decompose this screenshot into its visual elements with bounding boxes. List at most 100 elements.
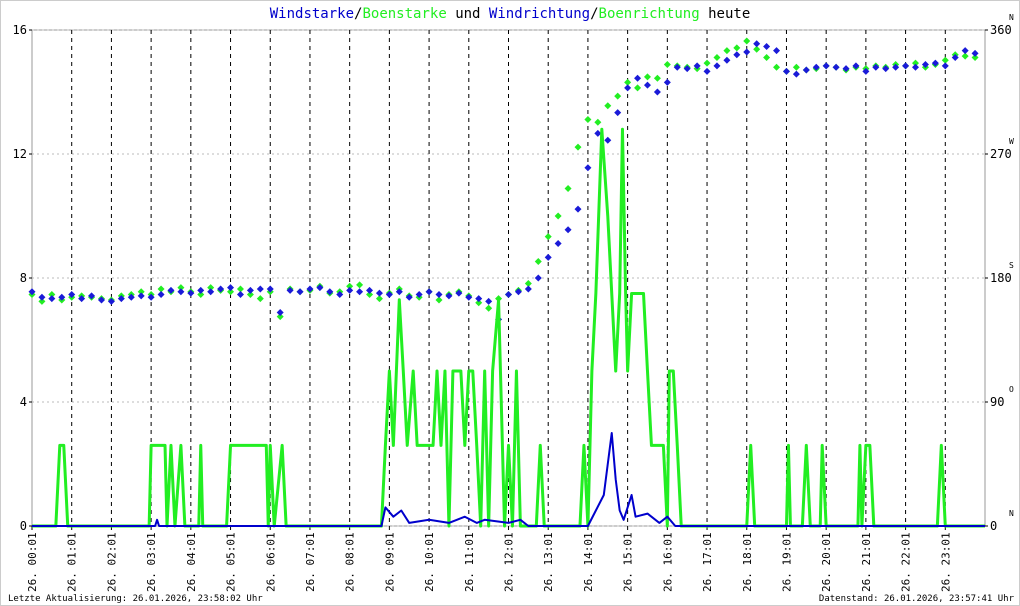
- y2-compass-label: S: [1009, 261, 1014, 270]
- direction-point: [445, 292, 453, 300]
- direction-point: [594, 118, 602, 126]
- direction-point: [524, 285, 532, 293]
- direction-point: [366, 286, 374, 294]
- direction-point: [514, 288, 522, 296]
- x-tick-label: 26. 06:01: [264, 532, 277, 592]
- y-tick-label: 16: [13, 23, 27, 37]
- direction-point: [753, 45, 761, 53]
- direction-point: [773, 47, 781, 55]
- direction-point: [117, 295, 125, 303]
- direction-point: [604, 102, 612, 110]
- direction-point: [624, 78, 632, 86]
- direction-point: [782, 67, 790, 75]
- direction-point: [38, 293, 46, 301]
- direction-point: [653, 88, 661, 96]
- direction-point: [534, 257, 542, 265]
- x-tick-label: 26. 02:01: [105, 532, 118, 592]
- direction-point: [336, 291, 344, 299]
- footer-right: Datenstand: 26.01.2026, 23:57:41 Uhr: [819, 594, 1015, 604]
- direction-point: [643, 73, 651, 81]
- y2-compass-label: O: [1009, 385, 1014, 394]
- direction-point: [48, 295, 56, 303]
- direction-point: [733, 44, 741, 52]
- direction-point: [544, 253, 552, 261]
- direction-point: [197, 291, 205, 299]
- direction-point: [574, 143, 582, 151]
- direction-point: [97, 296, 105, 304]
- x-tick-label: 26. 19:01: [780, 532, 793, 592]
- y2-compass-label: N: [1009, 13, 1014, 22]
- series-line: [32, 127, 985, 528]
- title-part: Windrichtung: [489, 6, 590, 22]
- direction-point: [246, 286, 254, 294]
- direction-point: [802, 66, 810, 74]
- x-tick-label: 26. 09:01: [383, 532, 396, 592]
- direction-point: [773, 63, 781, 71]
- direction-point: [88, 292, 96, 300]
- direction-point: [574, 205, 582, 213]
- y-tick-label: 8: [20, 271, 27, 285]
- direction-point: [713, 62, 721, 70]
- direction-point: [346, 282, 354, 290]
- direction-point: [663, 78, 671, 86]
- direction-point: [584, 164, 592, 172]
- direction-point: [723, 56, 731, 64]
- x-tick-label: 26. 04:01: [185, 532, 198, 592]
- direction-point: [842, 65, 850, 73]
- direction-point: [296, 288, 304, 296]
- direction-point: [475, 295, 483, 303]
- x-tick-label: 26. 08:01: [344, 532, 357, 592]
- direction-point: [207, 284, 215, 292]
- direction-point: [663, 60, 671, 68]
- direction-point: [564, 226, 572, 234]
- direction-point: [58, 293, 66, 301]
- direction-point: [912, 59, 920, 67]
- y2-tick-label: 180: [990, 271, 1012, 285]
- x-tick-label: 26. 14:01: [582, 532, 595, 592]
- title-part: /: [590, 6, 598, 22]
- title-part: Boenrichtung: [599, 6, 700, 22]
- direction-point: [584, 116, 592, 124]
- direction-point: [256, 295, 264, 303]
- direction-point: [48, 291, 56, 299]
- footer-left: Letzte Aktualisierung: 26.01.2026, 23:58…: [8, 594, 263, 604]
- direction-point: [167, 286, 175, 294]
- direction-point: [127, 293, 135, 301]
- direction-point: [236, 285, 244, 293]
- direction-point: [28, 288, 36, 296]
- direction-point: [763, 43, 771, 51]
- direction-point: [236, 291, 244, 299]
- direction-point: [921, 60, 929, 68]
- direction-point: [634, 74, 642, 82]
- direction-point: [147, 293, 155, 301]
- direction-point: [227, 284, 235, 292]
- direction-point: [405, 293, 413, 301]
- direction-point: [594, 129, 602, 137]
- direction-point: [812, 63, 820, 71]
- direction-point: [544, 233, 552, 241]
- direction-point: [961, 47, 969, 55]
- x-tick-label: 26. 17:01: [701, 532, 714, 592]
- direction-point: [792, 70, 800, 78]
- direction-point: [207, 288, 215, 296]
- direction-point: [505, 291, 512, 299]
- direction-point: [435, 291, 443, 299]
- direction-point: [356, 288, 364, 296]
- direction-point: [634, 84, 642, 92]
- direction-point: [862, 67, 870, 75]
- y2-tick-label: 90: [990, 395, 1004, 409]
- direction-point: [941, 62, 949, 70]
- direction-point: [604, 136, 612, 144]
- direction-point: [902, 62, 910, 70]
- direction-point: [713, 54, 721, 62]
- series-line: [32, 432, 985, 527]
- x-tick-label: 26. 01:01: [66, 532, 79, 592]
- direction-point: [375, 289, 383, 297]
- x-tick-label: 26. 03:01: [145, 532, 158, 592]
- direction-point: [763, 54, 771, 62]
- x-tick-label: 26. 18:01: [741, 532, 754, 592]
- y-tick-label: 4: [20, 395, 27, 409]
- direction-point: [892, 63, 900, 71]
- direction-point: [554, 212, 562, 220]
- direction-point: [157, 291, 165, 299]
